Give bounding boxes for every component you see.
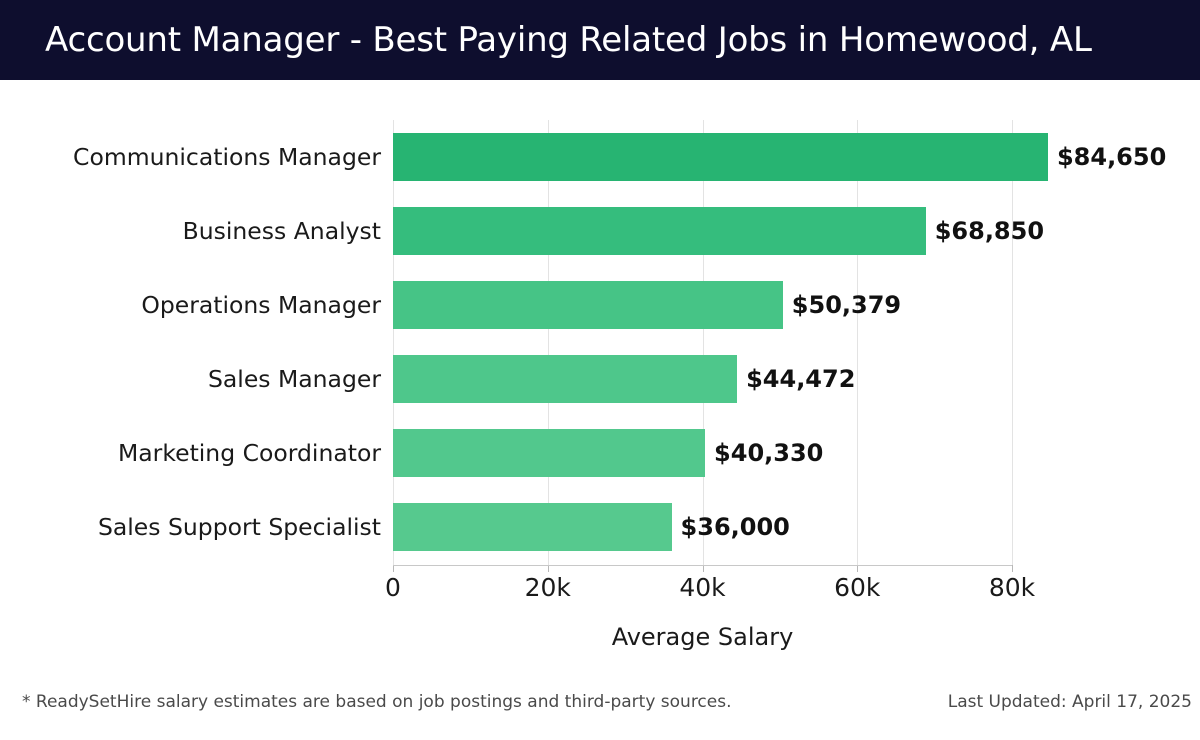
bar-with-value: $50,379 [393, 281, 901, 329]
x-tick-label: 60k [834, 573, 881, 602]
last-updated-text: Last Updated: April 17, 2025 [947, 692, 1192, 712]
bar[interactable] [393, 133, 1048, 181]
bar[interactable] [393, 503, 672, 551]
page-title: Account Manager - Best Paying Related Jo… [45, 20, 1092, 60]
x-tick-label: 80k [988, 573, 1036, 602]
category-label: Sales Support Specialist [97, 513, 381, 541]
category-label: Operations Manager [141, 291, 381, 319]
bar-with-value: $36,000 [393, 503, 790, 551]
bar-with-value: $84,650 [393, 133, 1166, 181]
bar-value-label: $84,650 [1056, 143, 1167, 171]
x-tick-mark [702, 565, 704, 572]
bar-row[interactable]: Marketing Coordinator $40,330 [0, 416, 1200, 490]
x-axis-line [393, 565, 1012, 566]
bar-value-label: $36,000 [680, 513, 790, 541]
bar-row[interactable]: Operations Manager $50,379 [0, 268, 1200, 342]
bar-row[interactable]: Communications Manager $84,650 [0, 120, 1200, 194]
chart-footer: * ReadySetHire salary estimates are base… [0, 692, 1200, 740]
x-tick-label: 20k [524, 573, 571, 602]
bar-row[interactable]: Business Analyst $68,850 [0, 194, 1200, 268]
bars-layer: Communications Manager $84,650 Business An… [0, 120, 1200, 565]
x-tick-mark [1012, 565, 1013, 572]
bar-value-label: $50,379 [791, 291, 902, 319]
bar-value-label: $44,472 [746, 365, 856, 393]
category-label: Communications Manager [73, 143, 381, 171]
x-axis-tick-labels: 0 20k 40k 60k 80k [0, 573, 1200, 613]
bar-value-label: $40,330 [714, 439, 824, 467]
bar-with-value: $40,330 [393, 429, 823, 477]
x-tick-mark [547, 565, 549, 572]
bar[interactable] [393, 429, 706, 477]
plot-area: Communications Manager $84,650 Business An… [0, 80, 1200, 680]
footnote-text: * ReadySetHire salary estimates are base… [22, 692, 732, 712]
bar[interactable] [393, 207, 926, 255]
x-tick-label: 40k [679, 573, 726, 602]
category-label: Sales Manager [207, 365, 381, 393]
x-tick-mark [857, 565, 859, 572]
x-tick-mark [393, 565, 394, 572]
chart-title-bar: Account Manager - Best Paying Related Jo… [0, 0, 1200, 80]
bar-row[interactable]: Sales Support Specialist $36,000 [0, 490, 1200, 564]
bar-value-label: $68,850 [934, 217, 1045, 245]
bar-with-value: $68,850 [393, 207, 1044, 255]
category-label: Business Analyst [182, 217, 381, 245]
category-label: Marketing Coordinator [118, 439, 381, 467]
bar[interactable] [393, 281, 783, 329]
bar[interactable] [393, 355, 738, 403]
x-tick-label: 0 [385, 573, 401, 602]
bar-row[interactable]: Sales Manager $44,472 [0, 342, 1200, 416]
x-axis-title: Average Salary [611, 623, 794, 651]
bar-with-value: $44,472 [393, 355, 855, 403]
